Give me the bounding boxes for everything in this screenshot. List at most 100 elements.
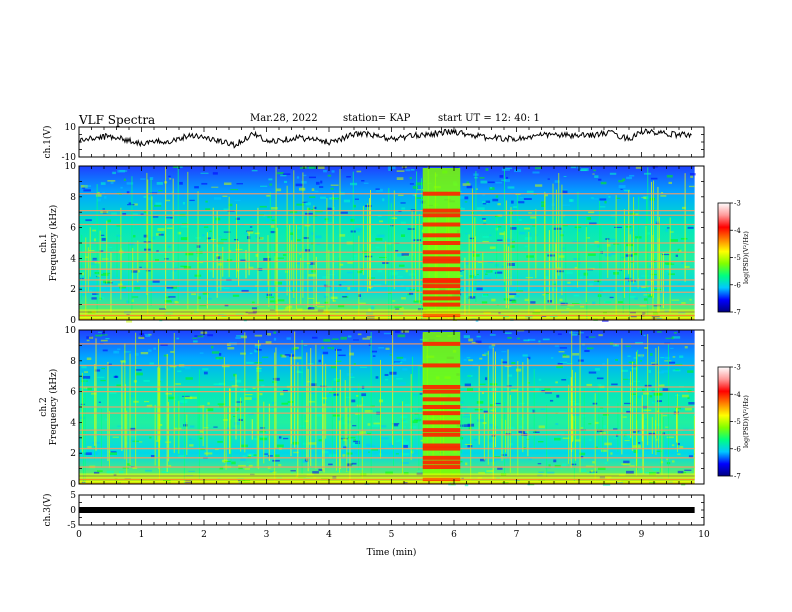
spectrogram-cell — [643, 478, 649, 482]
spectrogram-cell — [94, 434, 103, 437]
spectrogram-cell — [604, 200, 607, 204]
spectrogram-cell — [356, 170, 362, 173]
ch2-colorbar: -3 -4 -5 -6 -7 log(PSD)(V²/Hz) — [717, 364, 750, 481]
spectrogram-cell — [511, 299, 517, 303]
spectrogram-cell — [618, 185, 626, 189]
spectrogram-cell — [397, 253, 402, 257]
spectrogram-cell — [464, 443, 473, 445]
bright-band — [422, 279, 461, 284]
spectrogram-cell — [405, 287, 410, 290]
spectrogram-cell — [109, 252, 112, 255]
x-tick-label: 1 — [139, 530, 145, 540]
spectrogram-cell — [580, 427, 584, 429]
spectrogram-cell — [577, 276, 583, 279]
spectrogram-cell — [602, 483, 611, 486]
spectrogram-cell — [235, 217, 240, 220]
spectrogram-cell — [223, 231, 231, 233]
spectrogram-cell — [284, 354, 290, 356]
spectrogram-cell — [81, 249, 85, 253]
spectrogram-cell — [143, 234, 148, 238]
spectrogram-cell — [238, 466, 243, 470]
spectrogram-cell — [330, 184, 339, 186]
spectrogram-cell — [626, 410, 631, 414]
spectrogram-cell — [537, 474, 543, 477]
spectrogram-cell — [254, 349, 258, 353]
bright-band — [422, 241, 461, 245]
spectrogram-cell — [641, 197, 644, 199]
spectrogram-cell — [275, 308, 284, 311]
spectrogram-cell — [402, 453, 410, 456]
spectrogram-cell — [557, 333, 562, 335]
spectrogram-cell — [400, 234, 406, 238]
spectrogram-cell — [170, 299, 174, 302]
spectrogram-cell — [574, 266, 578, 270]
spectrogram-cell — [458, 207, 465, 210]
spectrogram-cell — [331, 346, 334, 350]
spectrogram-cell — [366, 443, 373, 447]
spectrogram-cell — [343, 199, 351, 203]
spectrogram-cell — [168, 396, 175, 400]
spectrogram-cell — [328, 387, 333, 391]
spectrogram-cell — [254, 232, 260, 235]
spectrogram-cell — [230, 189, 239, 191]
spectrogram-cell — [158, 378, 163, 382]
spectrogram-cell — [196, 261, 204, 264]
spectrogram-cell — [224, 460, 231, 463]
x-axis-label: Time (min) — [367, 547, 417, 558]
spectrogram-cell — [484, 273, 488, 275]
spectrogram-cell — [419, 393, 423, 395]
spectrogram-cell — [213, 426, 218, 428]
bright-band — [422, 455, 461, 460]
spectrogram-cell — [303, 174, 307, 177]
spectrogram-cell — [266, 218, 271, 222]
spectrogram-cell — [670, 239, 678, 242]
spectrogram-cell — [525, 277, 534, 279]
spectrogram-cell — [466, 181, 470, 184]
x-tick-label: 0 — [76, 530, 82, 540]
spectrogram-cell — [415, 197, 424, 199]
spectrogram-cell — [308, 166, 316, 169]
spectrogram-cell — [259, 205, 267, 208]
colorbar-tick-label: -6 — [734, 445, 741, 453]
spectrogram-cell — [189, 199, 195, 202]
spectrogram-cell — [249, 352, 253, 355]
spectrogram-cell — [598, 334, 603, 337]
spectrogram-cell — [325, 395, 329, 398]
spectrogram-cell — [407, 227, 410, 229]
spectrogram-cell — [490, 409, 495, 411]
spectrogram-cell — [326, 207, 334, 210]
spectrogram-cell — [401, 330, 409, 333]
spectrogram-cell — [165, 199, 171, 202]
spectrogram-cell — [217, 313, 224, 316]
ch1-spectrogram — [79, 166, 696, 323]
spectrogram-cell — [467, 445, 473, 448]
spectrogram-cell — [263, 257, 272, 261]
spectrogram-cell — [485, 168, 489, 171]
spectrogram-cell — [172, 166, 180, 168]
spectrogram-cell — [101, 237, 106, 241]
spectrogram-cell — [82, 375, 91, 379]
spectrogram-cell — [579, 452, 586, 456]
spectrogram-cell — [463, 335, 470, 339]
spectrogram-cell — [630, 368, 638, 370]
spectrogram-cell — [334, 348, 342, 351]
spectrogram-cell — [516, 330, 525, 332]
spectrogram-cell — [640, 354, 643, 358]
spectrogram-cell — [359, 302, 366, 305]
spectrogram-cell — [98, 331, 102, 333]
spectrogram-cell — [87, 446, 92, 449]
spectrogram-cell — [568, 461, 573, 464]
spectrogram-cell — [310, 262, 315, 265]
spectrogram-cell — [338, 354, 346, 357]
spectrogram-cell — [234, 199, 241, 202]
spectrogram-cell — [594, 280, 601, 282]
spectrogram-cell — [394, 330, 400, 333]
spectrogram-cell — [679, 446, 684, 449]
spectrogram-cell — [545, 392, 552, 394]
spectrogram-cell — [615, 359, 618, 361]
spectrogram-cell — [484, 352, 489, 355]
y-axis-label: ch.2 — [39, 397, 49, 416]
spectrogram-cell — [117, 283, 123, 286]
y-tick-label: 0 — [70, 506, 76, 516]
